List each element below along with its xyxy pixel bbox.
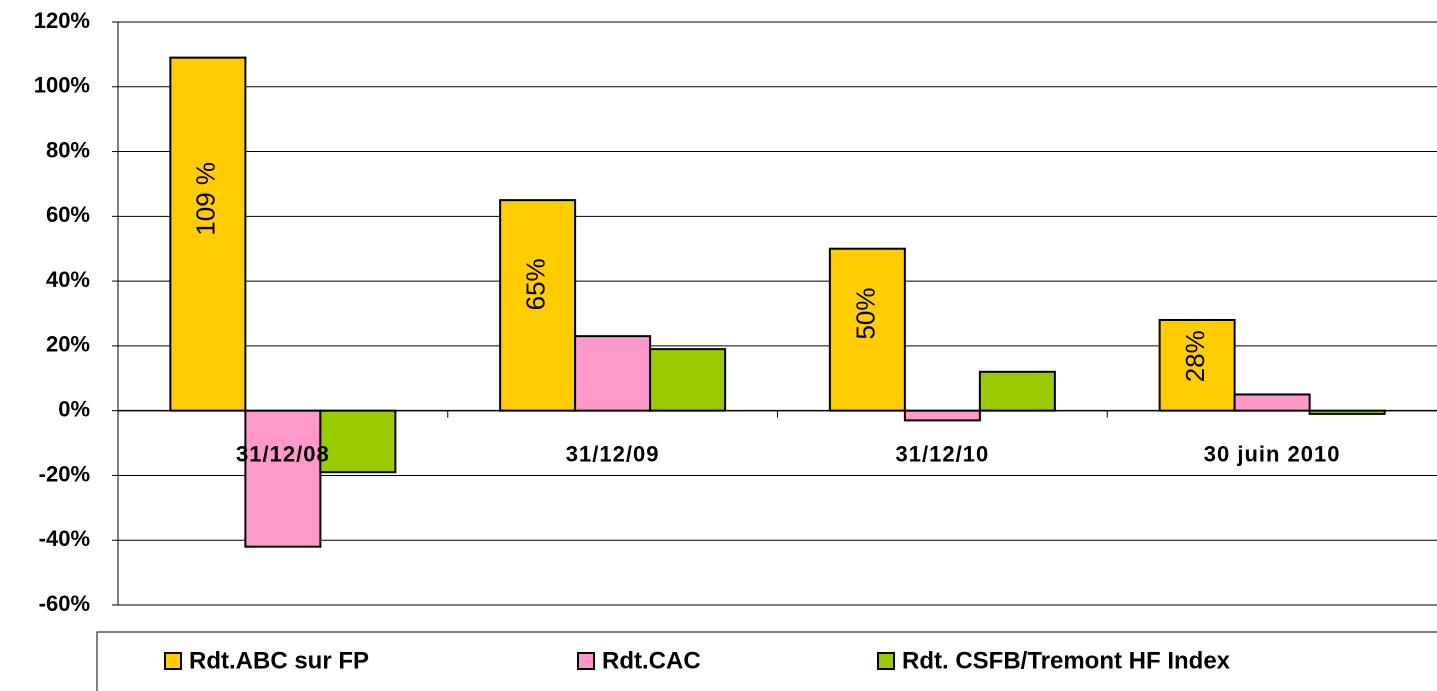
x-tick-label: 30 juin 2010 — [1204, 441, 1341, 466]
bar — [244, 409, 322, 548]
data-label: 28% — [1180, 330, 1210, 382]
y-tick-label: -60% — [39, 591, 90, 616]
data-label: 109 % — [191, 162, 221, 236]
y-tick-label: 0% — [58, 396, 90, 421]
y-tick-label: 80% — [46, 137, 90, 162]
y-tick-label: 100% — [34, 73, 90, 98]
bar — [319, 409, 397, 474]
y-tick-label: -40% — [39, 526, 90, 551]
legend-label: Rdt.CAC — [602, 647, 701, 674]
y-tick-label: 120% — [34, 8, 90, 33]
bar — [649, 348, 727, 412]
legend-label: Rdt. CSFB/Tremont HF Index — [902, 647, 1231, 674]
bar — [499, 199, 577, 412]
x-tick-label: 31/12/08 — [236, 441, 330, 466]
data-label: 65% — [521, 258, 551, 310]
bar — [903, 409, 981, 422]
legend-swatch — [877, 652, 895, 670]
legend-swatch — [577, 652, 595, 670]
bar — [169, 56, 247, 412]
data-label: 50% — [850, 287, 880, 339]
x-tick-label: 31/12/09 — [566, 441, 660, 466]
y-tick-label: 20% — [46, 332, 90, 357]
bar — [1233, 393, 1311, 412]
bar — [828, 247, 906, 412]
y-tick-label: 40% — [46, 267, 90, 292]
y-tick-label: 60% — [46, 202, 90, 227]
legend-swatch — [164, 652, 182, 670]
bar — [978, 370, 1056, 412]
bar — [574, 335, 652, 412]
x-tick-label: 31/12/10 — [896, 441, 990, 466]
legend-box — [96, 631, 1437, 691]
y-tick-label: -20% — [39, 461, 90, 486]
bar — [1158, 318, 1236, 412]
legend-label: Rdt.ABC sur FP — [189, 647, 369, 674]
